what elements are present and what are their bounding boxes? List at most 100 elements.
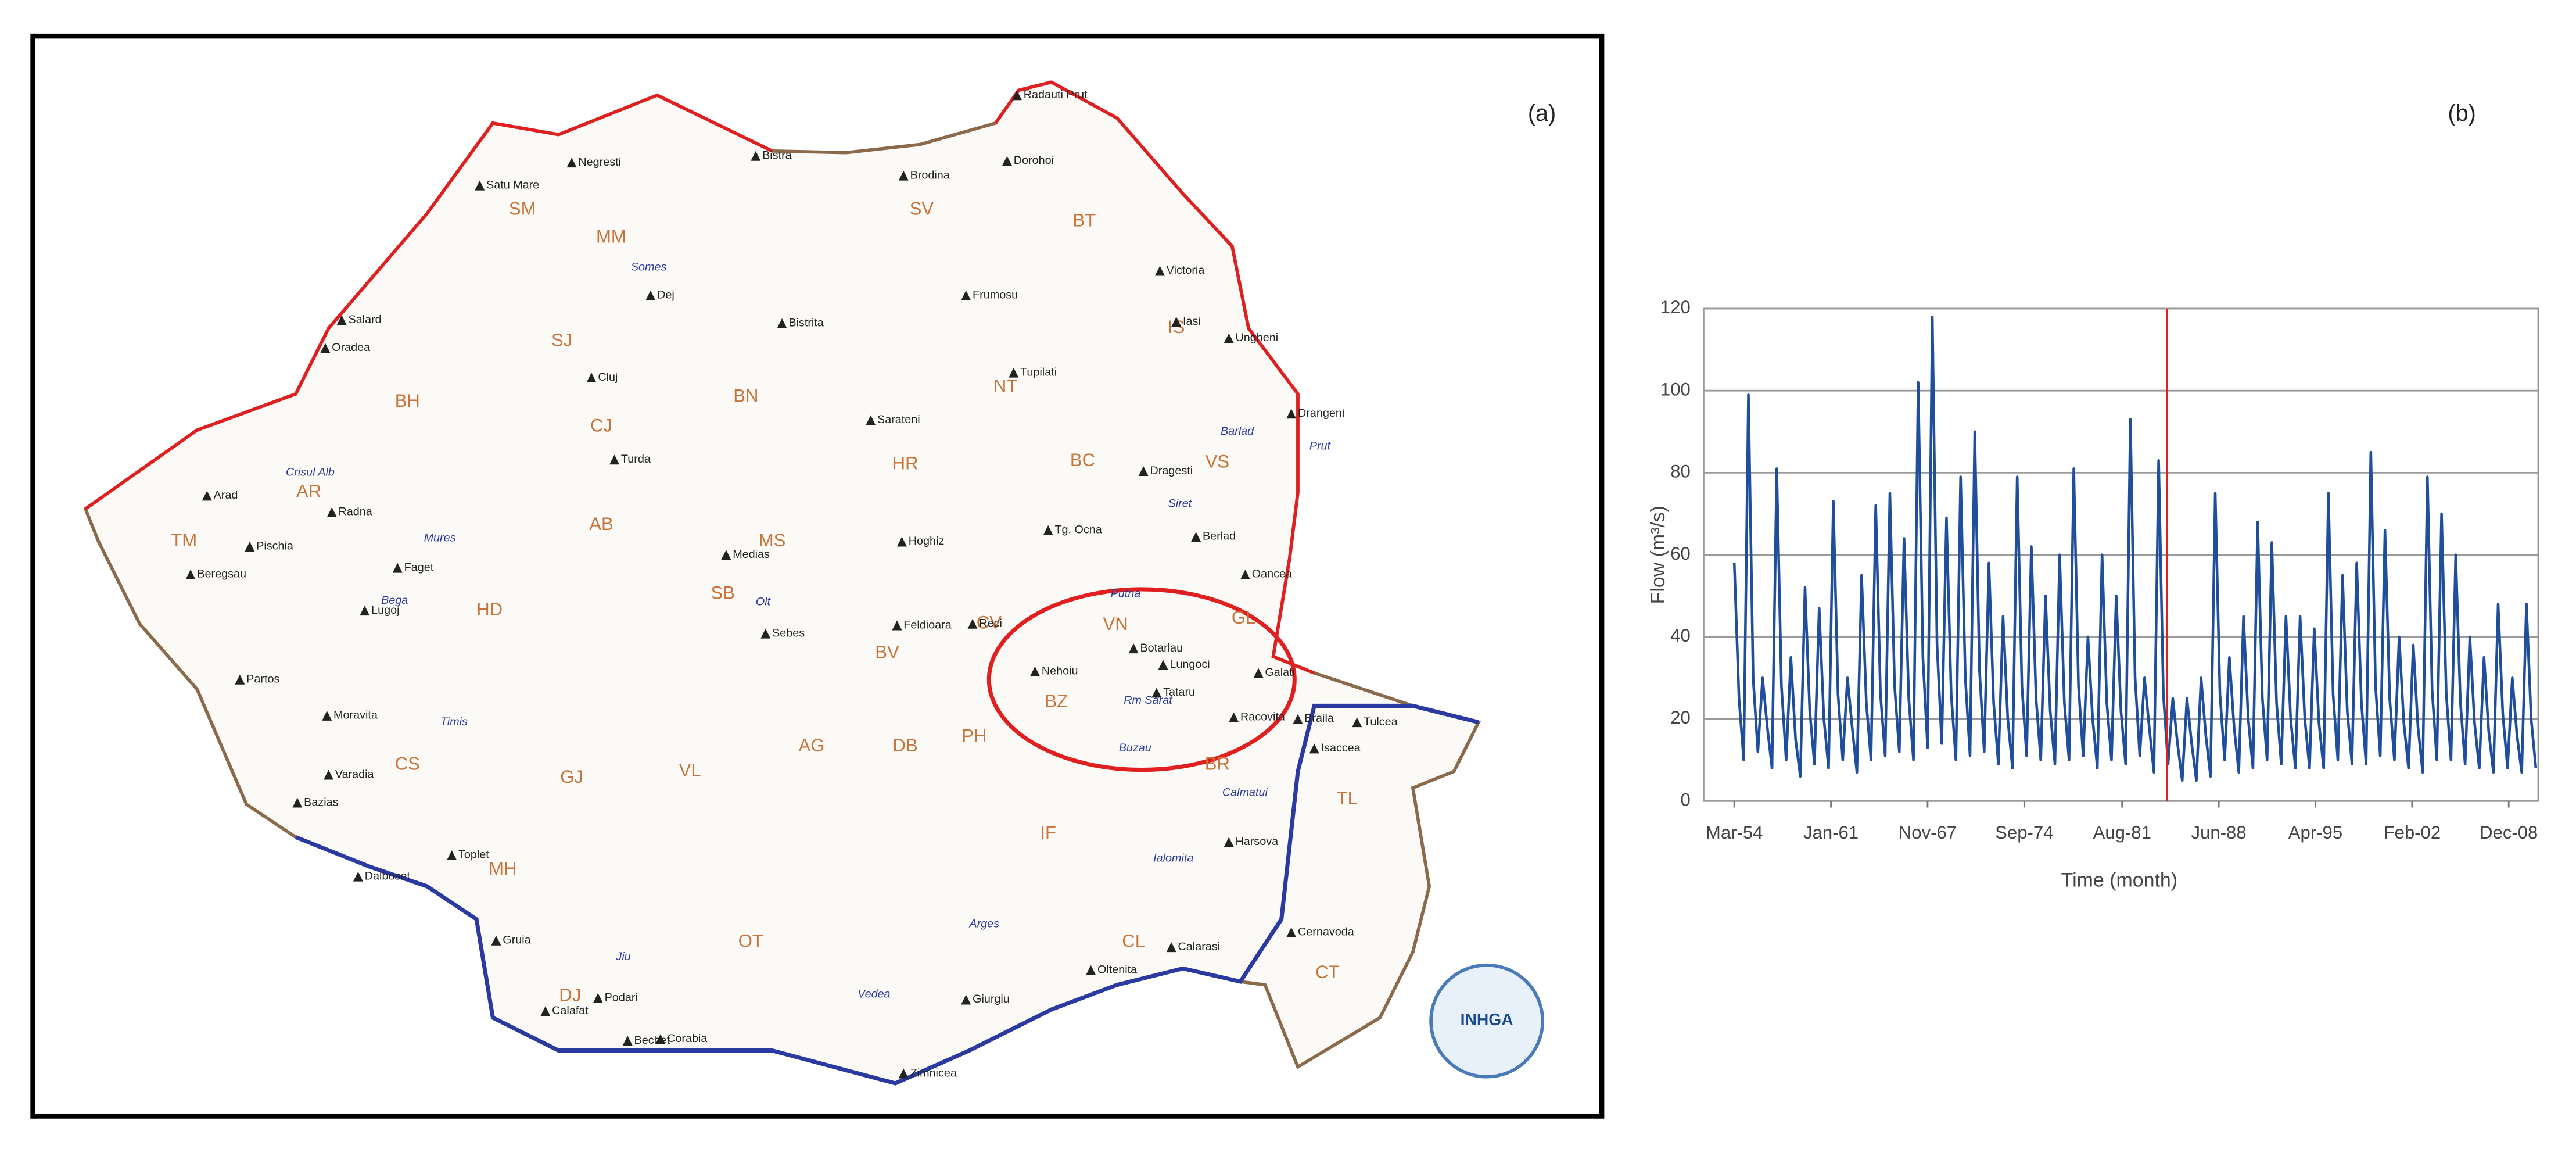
station-marker: [1253, 668, 1264, 678]
region-code: VN: [1103, 614, 1128, 634]
river-name: Putna: [1111, 588, 1141, 600]
x-tick-label: Sep-74: [1995, 822, 2053, 843]
station-marker: [1086, 965, 1096, 975]
place-name: Dalboset: [365, 869, 411, 882]
region-code: GJ: [560, 767, 583, 787]
region-code: BT: [1072, 210, 1096, 230]
region-code: VS: [1206, 452, 1229, 472]
y-tick-label: 0: [1681, 789, 1691, 810]
place-name: Varadia: [335, 768, 374, 781]
place-name: Radauti Prut: [1024, 88, 1088, 101]
y-tick-label: 100: [1660, 379, 1691, 399]
station-marker: [1154, 266, 1165, 276]
region-code: BV: [875, 642, 899, 662]
river-name: Prut: [1309, 439, 1332, 452]
plot-frame: [1703, 307, 2539, 802]
river-name: Crisul Alb: [286, 466, 335, 479]
station-marker: [336, 315, 347, 325]
region-code: SV: [910, 199, 934, 219]
region-code: AR: [296, 481, 321, 502]
place-name: Tg. Ocna: [1054, 523, 1102, 536]
place-name: Turda: [621, 453, 651, 466]
y-tick-label: 40: [1670, 625, 1691, 646]
place-name: Podari: [605, 991, 638, 1004]
place-name: Bistra: [762, 149, 792, 162]
station-marker: [327, 507, 337, 517]
station-marker: [475, 180, 485, 191]
station-marker: [360, 606, 370, 616]
station-marker: [1352, 717, 1362, 728]
region-code: VL: [679, 760, 701, 781]
station-marker: [1286, 409, 1297, 419]
river-name: Siret: [1168, 497, 1193, 510]
y-tick-label: 60: [1670, 543, 1691, 564]
station-marker: [1166, 942, 1176, 953]
river-name: Buzau: [1119, 742, 1151, 754]
place-name: Corabia: [667, 1032, 707, 1045]
region-code: MH: [489, 858, 516, 879]
region-code: HD: [476, 599, 503, 620]
place-name: Tupilati: [1020, 366, 1057, 378]
region-code: BN: [733, 386, 758, 406]
place-name: Tulcea: [1364, 715, 1398, 728]
x-tick-label: Feb-02: [2384, 822, 2441, 843]
station-marker: [898, 170, 909, 181]
station-marker: [1151, 688, 1162, 698]
logo: [1429, 963, 1545, 1079]
station-marker: [1224, 333, 1234, 343]
place-name: Dorohoi: [1014, 154, 1054, 167]
panel-label: (a): [1528, 101, 1556, 126]
place-name: Gruia: [503, 934, 530, 947]
x-tick-label: Dec-08: [2480, 822, 2538, 843]
region-code: MM: [596, 227, 626, 247]
place-name: Negresti: [578, 156, 621, 169]
place-name: Dragesti: [1150, 464, 1193, 477]
danube: [295, 703, 1479, 1086]
place-name: Isaccea: [1321, 742, 1361, 754]
place-name: Satu Mare: [486, 178, 539, 191]
river-name: Timis: [440, 715, 468, 728]
station-marker: [586, 373, 597, 383]
region-code: DJ: [559, 985, 581, 1005]
place-name: Oradea: [332, 341, 370, 354]
station-marker: [1158, 660, 1168, 670]
place-name: Reci: [979, 617, 1002, 629]
region-code: CV: [977, 612, 1002, 632]
station-marker: [353, 871, 363, 882]
place-name: Lungoci: [1169, 658, 1210, 671]
region-code: AG: [798, 735, 824, 756]
station-marker: [1138, 466, 1149, 477]
place-name: Faget: [404, 561, 434, 574]
place-name: Radna: [339, 505, 372, 518]
station-marker: [1011, 90, 1022, 101]
place-name: Botarlau: [1140, 642, 1183, 654]
station-marker: [622, 1036, 633, 1046]
station-marker: [1043, 525, 1053, 535]
station-marker: [866, 415, 876, 425]
station-marker: [777, 318, 787, 328]
place-name: Oancea: [1252, 568, 1292, 581]
place-name: Frumosu: [973, 289, 1018, 302]
place-name: Harsova: [1236, 835, 1279, 848]
station-marker: [1309, 743, 1319, 754]
station-marker: [896, 536, 907, 547]
station-marker: [645, 290, 656, 300]
station-marker: [892, 620, 902, 631]
region-code: SJ: [551, 330, 572, 350]
station-marker: [967, 618, 978, 629]
station-marker: [609, 454, 620, 465]
station-marker: [292, 797, 303, 808]
station-marker: [760, 628, 771, 639]
river-name: Calmatui: [1222, 786, 1268, 799]
place-name: Dej: [657, 289, 675, 302]
y-tick-label: 20: [1670, 707, 1691, 728]
place-name: Feldioara: [903, 618, 951, 631]
station-marker: [245, 542, 255, 552]
region-code: SM: [509, 199, 536, 219]
region-code: OT: [738, 930, 763, 951]
river-name: Vedea: [858, 988, 890, 1001]
x-tick-label: Jan-61: [1803, 822, 1859, 843]
place-name: Berlad: [1203, 530, 1236, 543]
river-name: Ialomita: [1153, 851, 1193, 864]
